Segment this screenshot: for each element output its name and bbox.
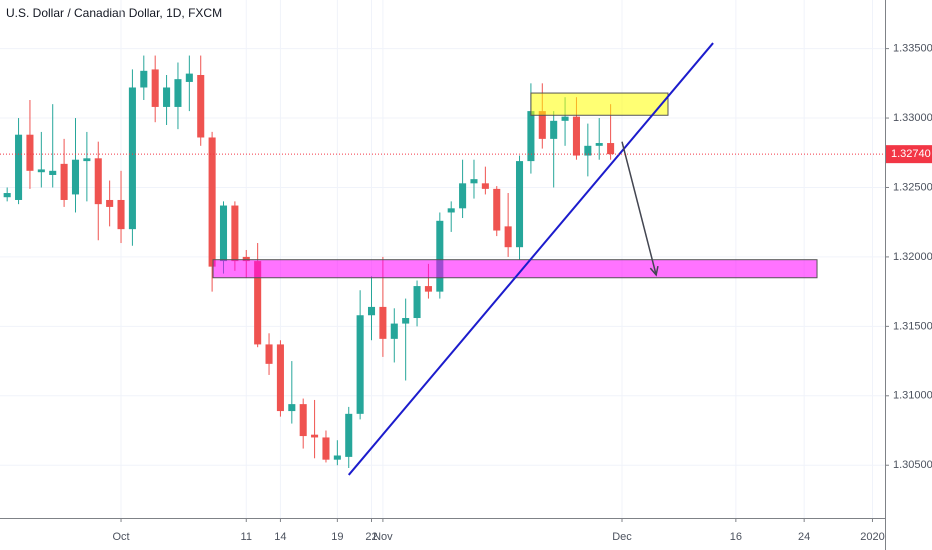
candle-body [151, 69, 159, 107]
x-tick-label: Dec [612, 531, 632, 543]
candle-body [174, 79, 182, 107]
candle-body [322, 437, 330, 460]
candle-body [231, 205, 239, 262]
candle-body [288, 404, 296, 412]
candle-body [140, 70, 148, 88]
candle-body [424, 286, 432, 292]
trendline [347, 42, 714, 476]
candle-body [447, 208, 455, 213]
candle-body [83, 158, 91, 162]
last-price-box [886, 145, 932, 164]
candle-body [311, 434, 319, 438]
x-tick-label: 24 [798, 531, 810, 543]
candle-body [538, 111, 546, 139]
y-tick-label: 1.31500 [893, 320, 932, 332]
candle-body [94, 158, 102, 205]
candle-body [527, 111, 535, 162]
y-tick-label: 1.32000 [893, 251, 932, 263]
x-tick-label: Nov [373, 531, 393, 543]
y-tick-label: 1.30500 [893, 459, 932, 471]
candle-body [208, 137, 216, 267]
candle-body [356, 315, 364, 414]
zone [530, 92, 669, 116]
candle-body [71, 159, 80, 195]
candle-body [219, 205, 228, 262]
x-tick-label: 11 [241, 531, 252, 543]
y-tick-label: 1.32500 [893, 181, 932, 193]
x-tick-label: 2020 [860, 531, 884, 543]
x-tick-label: Oct [112, 531, 129, 543]
candle-body [584, 145, 592, 156]
candle-body [163, 87, 171, 107]
candle-body [60, 163, 68, 200]
candle-body [117, 199, 125, 230]
last-price-label: 1.32740 [891, 148, 931, 160]
candle-body [367, 306, 376, 316]
candle-body [37, 169, 45, 173]
candle-body [197, 74, 205, 138]
candle-body [459, 183, 467, 209]
candle-body [49, 170, 57, 175]
arrow-head [649, 266, 659, 277]
candle-body [504, 226, 512, 248]
candle-body [299, 404, 307, 437]
candle-body [413, 286, 421, 319]
arrow [621, 141, 657, 276]
candle-body [470, 179, 478, 184]
x-tick-label: 22 [365, 531, 377, 543]
y-tick-label: 1.33000 [893, 112, 932, 124]
candle-body [265, 344, 273, 364]
candle-body [26, 134, 34, 171]
candle-body [390, 323, 398, 339]
candle-body [3, 193, 11, 198]
candle-body [572, 116, 580, 156]
candle-body [128, 87, 136, 230]
candle-body [595, 143, 603, 146]
y-tick-label: 1.31000 [893, 390, 932, 402]
candle-body [402, 318, 410, 324]
candle-body [436, 220, 444, 292]
candle-body [15, 134, 23, 200]
candle-body [276, 344, 284, 412]
candle-body [481, 183, 489, 189]
candle-body [379, 306, 387, 339]
candle-body [550, 120, 558, 139]
x-tick-label: 14 [274, 531, 286, 543]
candle-body [607, 143, 615, 155]
chart-title: U.S. Dollar / Canadian Dollar, 1D, FXCM [6, 6, 222, 20]
candle-body [333, 455, 341, 460]
candle-body [515, 161, 524, 248]
x-tick-label: 19 [331, 531, 343, 543]
candle-body [185, 73, 193, 82]
candle-body [254, 261, 262, 345]
zone [212, 259, 818, 279]
candle-body [106, 199, 114, 207]
candle-body [493, 188, 501, 231]
y-tick-label: 1.33500 [893, 43, 932, 55]
candle-body [345, 413, 353, 457]
x-tick-label: 16 [730, 531, 742, 543]
candle-body [561, 116, 569, 121]
candle-body [242, 256, 250, 262]
